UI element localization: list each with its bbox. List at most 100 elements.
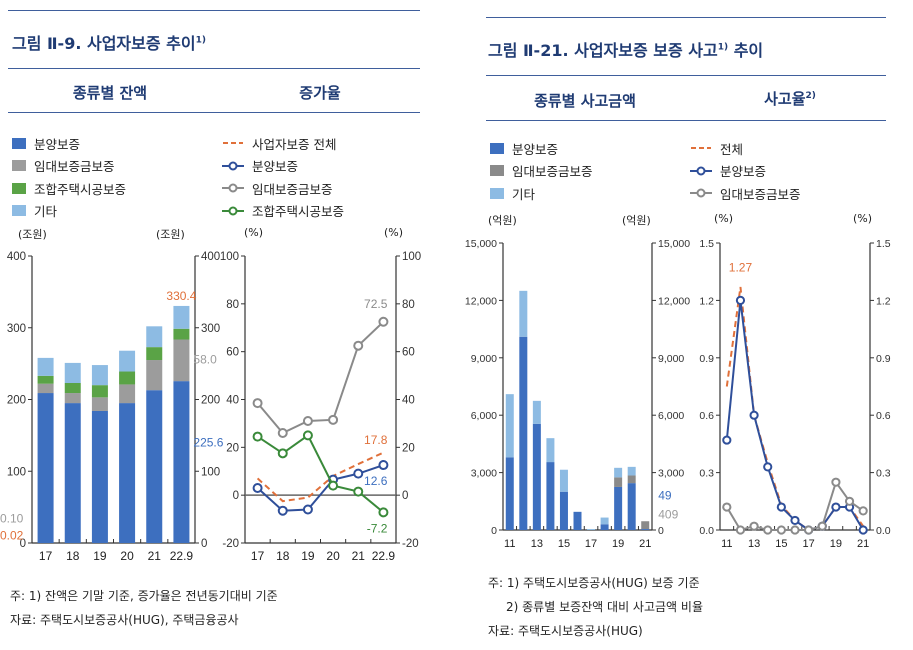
bar-segment [146,390,163,543]
y-tick-label-right: 100 [201,466,220,478]
bar-segment [37,393,54,543]
data-point [831,477,841,487]
y-tick-label-left: 1.5 [699,238,714,250]
x-tick-label: 17 [251,549,265,563]
bar-segment [173,339,190,382]
legend-line-left: 사업자보증 전체 분양보증 임대보증금보증 조합주택시공보증 [222,132,344,222]
legend-item: 기타 [490,182,593,205]
title-text: 그림 Ⅱ-9. 사업자보증 추이 [12,34,196,53]
bar-segment [173,328,190,340]
bar-segment [119,350,136,372]
x-tick-label: 20 [326,549,340,563]
data-point [277,427,288,438]
legend-label: 조합주택시공보증 [34,181,127,197]
subtitle-growth: 증가율 [299,84,341,102]
bar-segment [641,529,650,530]
footnote: 주: 1) 주택도시보증공사(HUG) 보증 기준 [488,576,700,590]
data-point [790,525,800,535]
y-tick-label-left: 15,000 [465,238,497,250]
data-point [749,521,759,531]
data-point [776,525,786,535]
bar-segment [559,491,568,530]
y-tick-label-left: 0.3 [699,468,714,480]
legend-item: 분양보증 [690,160,801,183]
data-label: 330.4 [166,289,196,303]
bar-segment [37,357,54,376]
legend-swatch-icon [12,160,26,172]
legend-label: 사업자보증 전체 [252,136,337,152]
x-tick-label: 17 [39,549,53,563]
data-point [735,295,746,305]
legend-item: 임대보증금보증 [690,182,801,205]
data-label: 409 [658,508,678,522]
y-tick-label-left: 100 [220,251,239,263]
y-tick-label-right: 1.2 [876,295,891,307]
data-point [353,486,364,497]
y-tick-label-left: 400 [7,251,26,263]
bar-segment [627,466,636,476]
bar-segment [546,438,555,463]
dashed-line-icon [223,142,243,145]
legend-label: 기타 [34,204,58,220]
legend-item: 조합주택시공보증 [12,177,126,200]
x-tick-label: 11 [504,538,515,550]
data-point [277,505,288,516]
data-point [302,504,313,515]
series-line-dashed [725,286,864,532]
subtitle-footnote: 2) [805,91,816,101]
data-point [790,515,800,526]
subtitle-accident-amount: 종류별 사고금액 [534,92,636,110]
subtitle-accident-rate: 사고율2) [705,88,875,109]
data-point [722,435,732,445]
y-tick-label-left: 0.0 [699,525,714,537]
y-tick-label-right: 15,000 [658,238,690,250]
y-tick-label-right: 0.3 [876,468,891,480]
series-line [725,300,865,532]
legend-item: 임대보증금보증 [222,177,344,200]
bar-segment [641,521,650,530]
legend-label: 분양보증 [512,141,559,157]
footnote: 주: 1) 잔액은 기말 기준, 증가율은 전년동기대비 기준 [10,589,278,603]
unit-label: (%) [384,226,404,239]
data-label: 1.27 [729,260,753,274]
bar-segment [64,393,81,404]
bar-segment [627,475,636,484]
legend-item: 분양보증 [490,137,593,160]
title-text: 그림 Ⅱ-21. 사업자보증 보증 사고 [488,41,718,60]
data-point [378,460,389,471]
series-line [256,321,385,435]
bar-segment [64,403,81,543]
bar-segment [614,486,623,530]
data-point [763,462,773,472]
x-tick-label: 15 [558,538,570,550]
subtitle-text: 사고율 [764,90,806,108]
series-line-dashed [256,451,384,503]
bar-segment [91,410,108,543]
legend-swatch-icon [12,137,26,149]
y-tick-label-right: 0 [402,490,408,502]
legend-label: 분양보증 [720,164,767,180]
unit-label: (억원) [622,214,651,227]
data-label: 72.5 [364,297,388,311]
x-tick-label: 17 [585,538,597,550]
y-tick-label-left: 6,000 [471,410,497,422]
legend-bar-left: 분양보증 임대보증금보증 조합주택시공보증 기타 [12,132,126,222]
unit-label: (%) [244,226,264,239]
y-tick-label-right: 300 [201,323,220,335]
divider [486,75,886,76]
subtitle-balance: 종류별 잔액 [72,84,148,102]
y-tick-label-right: 20 [402,442,415,454]
x-tick-label: 19 [830,538,842,550]
y-tick-label-right: 6,000 [658,410,684,422]
bar-segment [91,397,108,411]
y-tick-label-right: 0.0 [876,525,891,537]
bar-segment [532,423,541,530]
legend-swatch-icon [12,182,26,194]
bar-segment [146,347,163,361]
data-point [353,468,364,479]
title-footnote: 1) [195,35,206,46]
source-note: 자료: 주택도시보증공사(HUG), 주택금융공사 [10,613,239,627]
data-label: 12.6 [364,474,388,488]
legend-item: 분양보증 [222,155,344,178]
